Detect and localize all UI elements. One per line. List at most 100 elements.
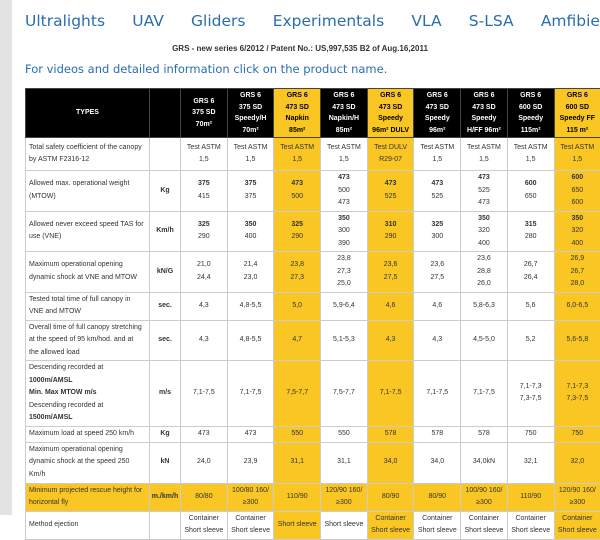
product-name-line: GRS 6 [333, 92, 354, 99]
table-cell: 550 [274, 426, 321, 442]
cell-value: 4,3 [199, 302, 209, 309]
table-cell: 7,1-7,5 [461, 361, 508, 427]
cell-value: 1,5 [339, 156, 349, 163]
cell-value: 120/90 160/ [559, 487, 596, 494]
cell-value: 7,3-7,5 [566, 395, 588, 402]
nav-s-lsa[interactable]: S-LSA [469, 12, 514, 30]
row-label-line: Descending recorded at [29, 364, 103, 371]
cell-value: 473 [245, 430, 257, 437]
product-name-line: 85m² [289, 127, 305, 134]
cell-value: 473 [338, 199, 350, 206]
table-cell: 7,1-7,5 [367, 361, 414, 427]
cell-value: 5,8-6,3 [473, 302, 495, 309]
row-label-line: Overall time of full canopy stretching [29, 324, 142, 331]
row-unit: sec. [150, 320, 181, 361]
table-cell: 5,1-5,3 [321, 320, 368, 361]
row-label-line: 1500m/AMSL [29, 414, 73, 421]
cell-value: 5,1-5,3 [333, 336, 355, 343]
table-cell: Short sleeve [321, 511, 368, 539]
cell-value: 4,5-5,0 [473, 336, 495, 343]
cell-value: Short sleeve [278, 521, 317, 528]
table-cell: 578 [367, 426, 414, 442]
table-cell: 550 [321, 426, 368, 442]
cell-value: ≥300 [476, 499, 492, 506]
cell-value: 21,4 [244, 261, 258, 268]
nav-vla[interactable]: VLA [411, 12, 441, 30]
cell-value: 473 [431, 180, 443, 187]
cell-value: 473 [291, 180, 303, 187]
table-cell: 100/90 160/≥300 [461, 483, 508, 511]
cell-value: Short sleeve [371, 527, 410, 534]
nav-ultralights[interactable]: Ultralights [25, 12, 105, 30]
table-cell: 473 [181, 426, 228, 442]
table-cell: 110/90 [507, 483, 554, 511]
nav-amfibie[interactable]: Amfibie [541, 12, 600, 30]
row-label-line: dynamic shock at VNE and MTOW [29, 274, 137, 281]
table-cell: 4,3 [181, 292, 228, 320]
table-cell: 4,6 [367, 292, 414, 320]
cell-value: Test ASTM [327, 144, 361, 151]
cell-value: 473 [478, 199, 490, 206]
cell-value: 80/80 [195, 493, 213, 500]
product-name-line: 375 SD [239, 104, 262, 111]
cell-value: 350 [338, 215, 350, 222]
cell-value: 23,8 [290, 261, 304, 268]
row-label-line: Total safety coefficient of the canopy [29, 144, 142, 151]
table-cell: 7,1-7,5 [227, 361, 274, 427]
nav-experimentals[interactable]: Experimentals [273, 12, 384, 30]
cell-value: ≥300 [570, 499, 586, 506]
cell-value: 550 [291, 430, 303, 437]
product-name-line: Speedy [472, 115, 497, 122]
cell-value: 7,1-7,5 [426, 389, 448, 396]
row-label: Method ejection [26, 511, 150, 539]
cell-value: 4,3 [432, 336, 442, 343]
cell-value: 27,5 [430, 274, 444, 281]
types-header: TYPES [26, 89, 150, 138]
cell-value: 23,8 [337, 255, 351, 262]
cell-value: 23,6 [384, 261, 398, 268]
table-cell: Short sleeve [274, 511, 321, 539]
row-label-line: Allowed never exceed speed TAS for [29, 221, 144, 228]
series-subtitle: GRS - new series 6/2012 / Patent No.: US… [0, 44, 600, 53]
cell-value: Test DULV [374, 144, 407, 151]
cell-value: 4,7 [292, 336, 302, 343]
cell-value: 600 [572, 174, 584, 181]
cell-value: 7,5-7,7 [286, 389, 308, 396]
row-label-line: VNE and MTOW [29, 308, 81, 315]
cell-value: Short sleeve [465, 527, 504, 534]
cell-value: 300 [338, 227, 350, 234]
row-label-line: Tested total time of full canopy in [29, 296, 131, 303]
nav-gliders[interactable]: Gliders [191, 12, 245, 30]
cell-value: 473 [198, 430, 210, 437]
nav-uav[interactable]: UAV [132, 12, 164, 30]
cell-value: 4,8-5,5 [240, 336, 262, 343]
table-cell: 473 [227, 426, 274, 442]
cell-value: 550 [338, 430, 350, 437]
cell-value: 26,7 [571, 268, 585, 275]
table-cell: 4,8-5,5 [227, 292, 274, 320]
product-name-line: H/FF 96m² [467, 127, 501, 134]
